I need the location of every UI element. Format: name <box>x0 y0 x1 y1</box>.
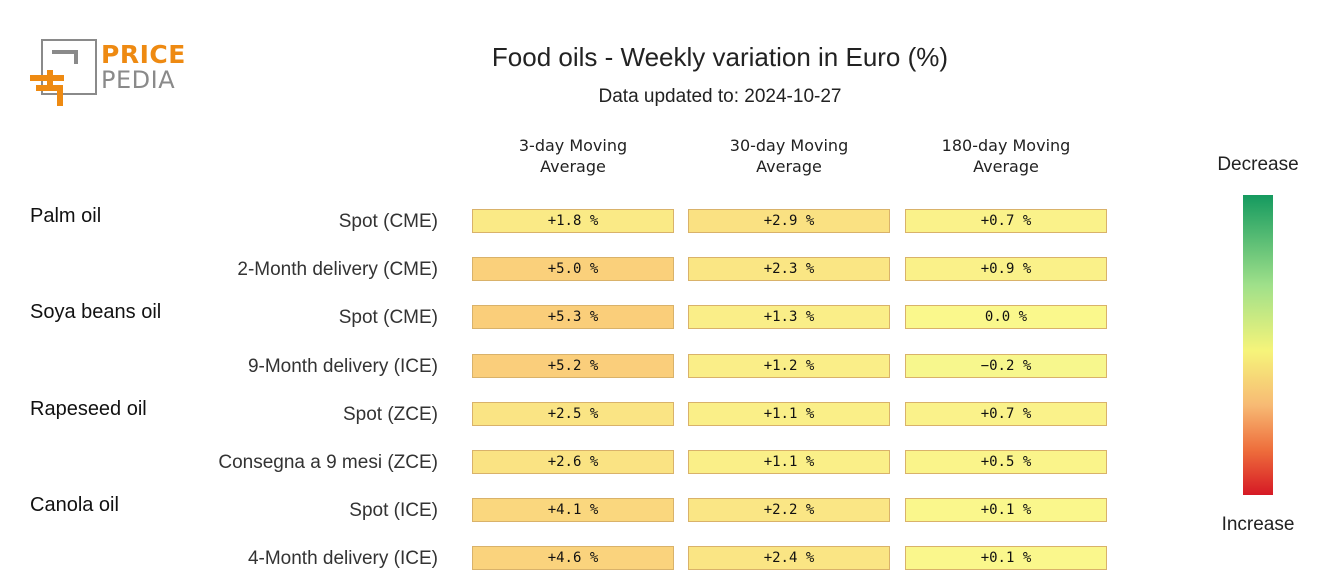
group-label: Canola oil <box>30 494 119 517</box>
chart-subtitle: Data updated to: 2024-10-27 <box>598 86 842 107</box>
row-label: Spot (ICE) <box>349 500 438 522</box>
group-label: Palm oil <box>30 205 102 227</box>
heatmap-cell: +5.2 % <box>472 353 674 378</box>
heatmap-cell: +2.9 % <box>688 209 890 233</box>
logo-mark-icon <box>30 39 97 106</box>
heatmap-cell: +1.2 % <box>688 353 890 378</box>
color-scale-bar <box>1243 195 1273 495</box>
pricepedia-logo: PRICE PEDIA <box>30 38 190 110</box>
heatmap-cell: +1.8 % <box>472 209 674 233</box>
heatmap-cell: +2.5 % <box>472 401 674 426</box>
logo-text-pedia: PEDIA <box>101 66 176 94</box>
heatmap-cell: +5.0 % <box>472 257 674 282</box>
row-label: 4-Month delivery (ICE) <box>247 548 438 570</box>
row-label: Spot (ZCE) <box>342 403 438 425</box>
heatmap-cell: +0.9 % <box>905 257 1107 282</box>
heatmap-cell: 0.0 % <box>905 305 1107 330</box>
heatmap-cell: +2.4 % <box>688 546 890 570</box>
row-label: Spot (CME) <box>338 211 438 232</box>
heatmap-cell: +2.3 % <box>688 257 890 282</box>
heatmap-cell: +0.1 % <box>905 546 1107 570</box>
column-header: 180-day Moving Average <box>941 136 1071 176</box>
heatmap-cell: +4.1 % <box>472 498 674 523</box>
heatmap-cell: +0.7 % <box>905 209 1107 233</box>
heatmap-cell: +5.3 % <box>472 305 674 330</box>
legend-label-increase: Increase <box>1221 514 1295 535</box>
heatmap-cell: +0.7 % <box>905 401 1107 426</box>
heatmap-cell: +2.2 % <box>688 498 890 523</box>
column-header: 30-day Moving Average <box>729 136 849 176</box>
row-label: 2-Month delivery (CME) <box>237 259 438 281</box>
heatmap-cell: +1.1 % <box>688 401 890 426</box>
heatmap-cell: +4.6 % <box>472 546 674 570</box>
row-label: Consegna a 9 mesi (ZCE) <box>218 452 438 473</box>
group-label: Soya beans oil <box>30 301 162 324</box>
heatmap-cell: +0.5 % <box>905 450 1107 474</box>
heatmap-cell: +2.6 % <box>472 450 674 474</box>
column-header: 3-day Moving Average <box>518 136 628 176</box>
legend-label-decrease: Decrease <box>1217 154 1299 175</box>
logo-text-price: PRICE <box>101 40 186 69</box>
heatmap-cell: +1.1 % <box>688 450 890 474</box>
heatmap-cell: +0.1 % <box>905 498 1107 523</box>
chart-title: Food oils - Weekly variation in Euro (%) <box>491 42 949 72</box>
row-label: 9-Month delivery (ICE) <box>247 355 438 377</box>
group-label: Rapeseed oil <box>30 397 147 420</box>
heatmap-cell: +1.3 % <box>688 305 890 330</box>
heatmap-cell: −0.2 % <box>905 353 1107 378</box>
row-label: Spot (CME) <box>338 307 438 329</box>
